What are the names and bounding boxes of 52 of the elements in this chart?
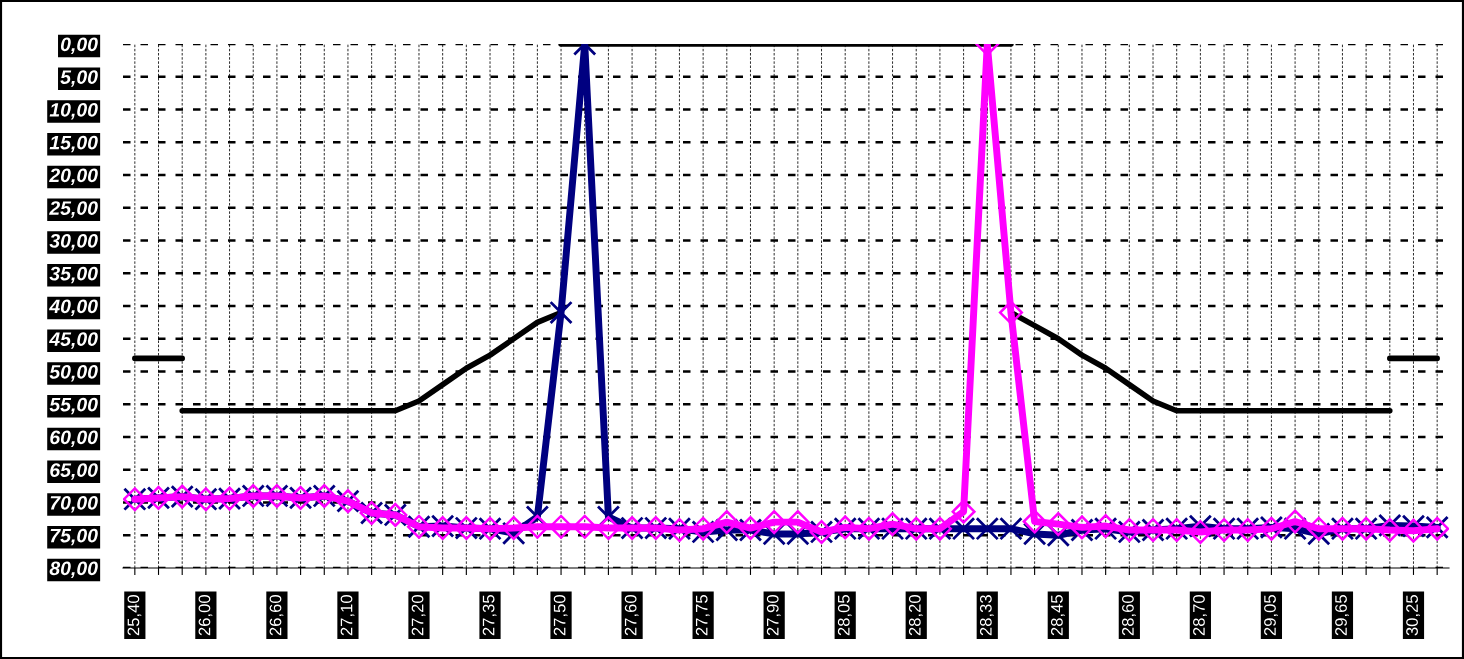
- y-tick-label: 60,00: [50, 430, 98, 448]
- x-tick-label: 26,00: [198, 595, 213, 636]
- point: [714, 510, 739, 535]
- y-tick-label: 5,00: [60, 70, 98, 87]
- point: [1022, 509, 1047, 534]
- y-tick-label: 65,00: [50, 463, 98, 480]
- x-tick-label: 28,70: [1193, 595, 1207, 636]
- x-tick-label: 27,50: [553, 595, 568, 636]
- point: [785, 510, 810, 535]
- point: [501, 515, 526, 541]
- x-tick-label: 27,90: [766, 595, 781, 636]
- x-tick-label: 29,65: [1335, 595, 1349, 636]
- y-tick-label: 75,00: [50, 528, 98, 546]
- y-tick-label: 30,00: [49, 233, 98, 251]
- y-tick-label: 20,00: [49, 168, 98, 186]
- y-tick-label: 45,00: [49, 332, 98, 349]
- x-tick-label: 28,05: [837, 595, 852, 636]
- y-tick-label: 25,00: [49, 201, 98, 218]
- y-tick-label: 55,00: [49, 397, 98, 415]
- x-tick-label: 27,60: [624, 595, 639, 636]
- y-tick-label: 70,00: [50, 495, 98, 513]
- point: [525, 514, 550, 539]
- y-tick-label: 80,00: [49, 561, 98, 579]
- point: [572, 514, 597, 539]
- x-tick-label: 27,35: [482, 595, 497, 636]
- x-tick-label: 27,20: [411, 595, 426, 636]
- x-tick-label: 28,33: [979, 595, 994, 636]
- x-tick-label: 25,40: [127, 595, 142, 636]
- y-tick-label: 0,00: [60, 37, 98, 55]
- point: [549, 514, 574, 539]
- point: [1401, 518, 1426, 543]
- point: [1306, 516, 1331, 541]
- x-tick-label: 29,05: [1264, 595, 1278, 636]
- y-tick-label: 50,00: [49, 364, 98, 382]
- point: [1046, 512, 1071, 537]
- x-tick-label: 26,60: [269, 595, 284, 636]
- x-tick-label: 28,45: [1050, 595, 1065, 636]
- y-tick-label: 15,00: [49, 135, 98, 153]
- point: [951, 499, 976, 524]
- y-tick-label: 10,00: [49, 102, 98, 120]
- y-tick-label: 35,00: [49, 266, 98, 284]
- x-tick-label: 28,20: [908, 595, 923, 636]
- point: [762, 510, 787, 535]
- x-tick-label: 30,25: [1406, 595, 1420, 636]
- y-tick-label: 40,00: [49, 299, 98, 317]
- x-tick-label: 27,75: [695, 595, 710, 636]
- point: [1188, 519, 1213, 545]
- x-tick-label: 27,10: [340, 595, 355, 636]
- x-tick-label: 28,60: [1122, 595, 1136, 636]
- point: [596, 515, 621, 541]
- point: [1283, 509, 1308, 534]
- point: [1377, 517, 1402, 543]
